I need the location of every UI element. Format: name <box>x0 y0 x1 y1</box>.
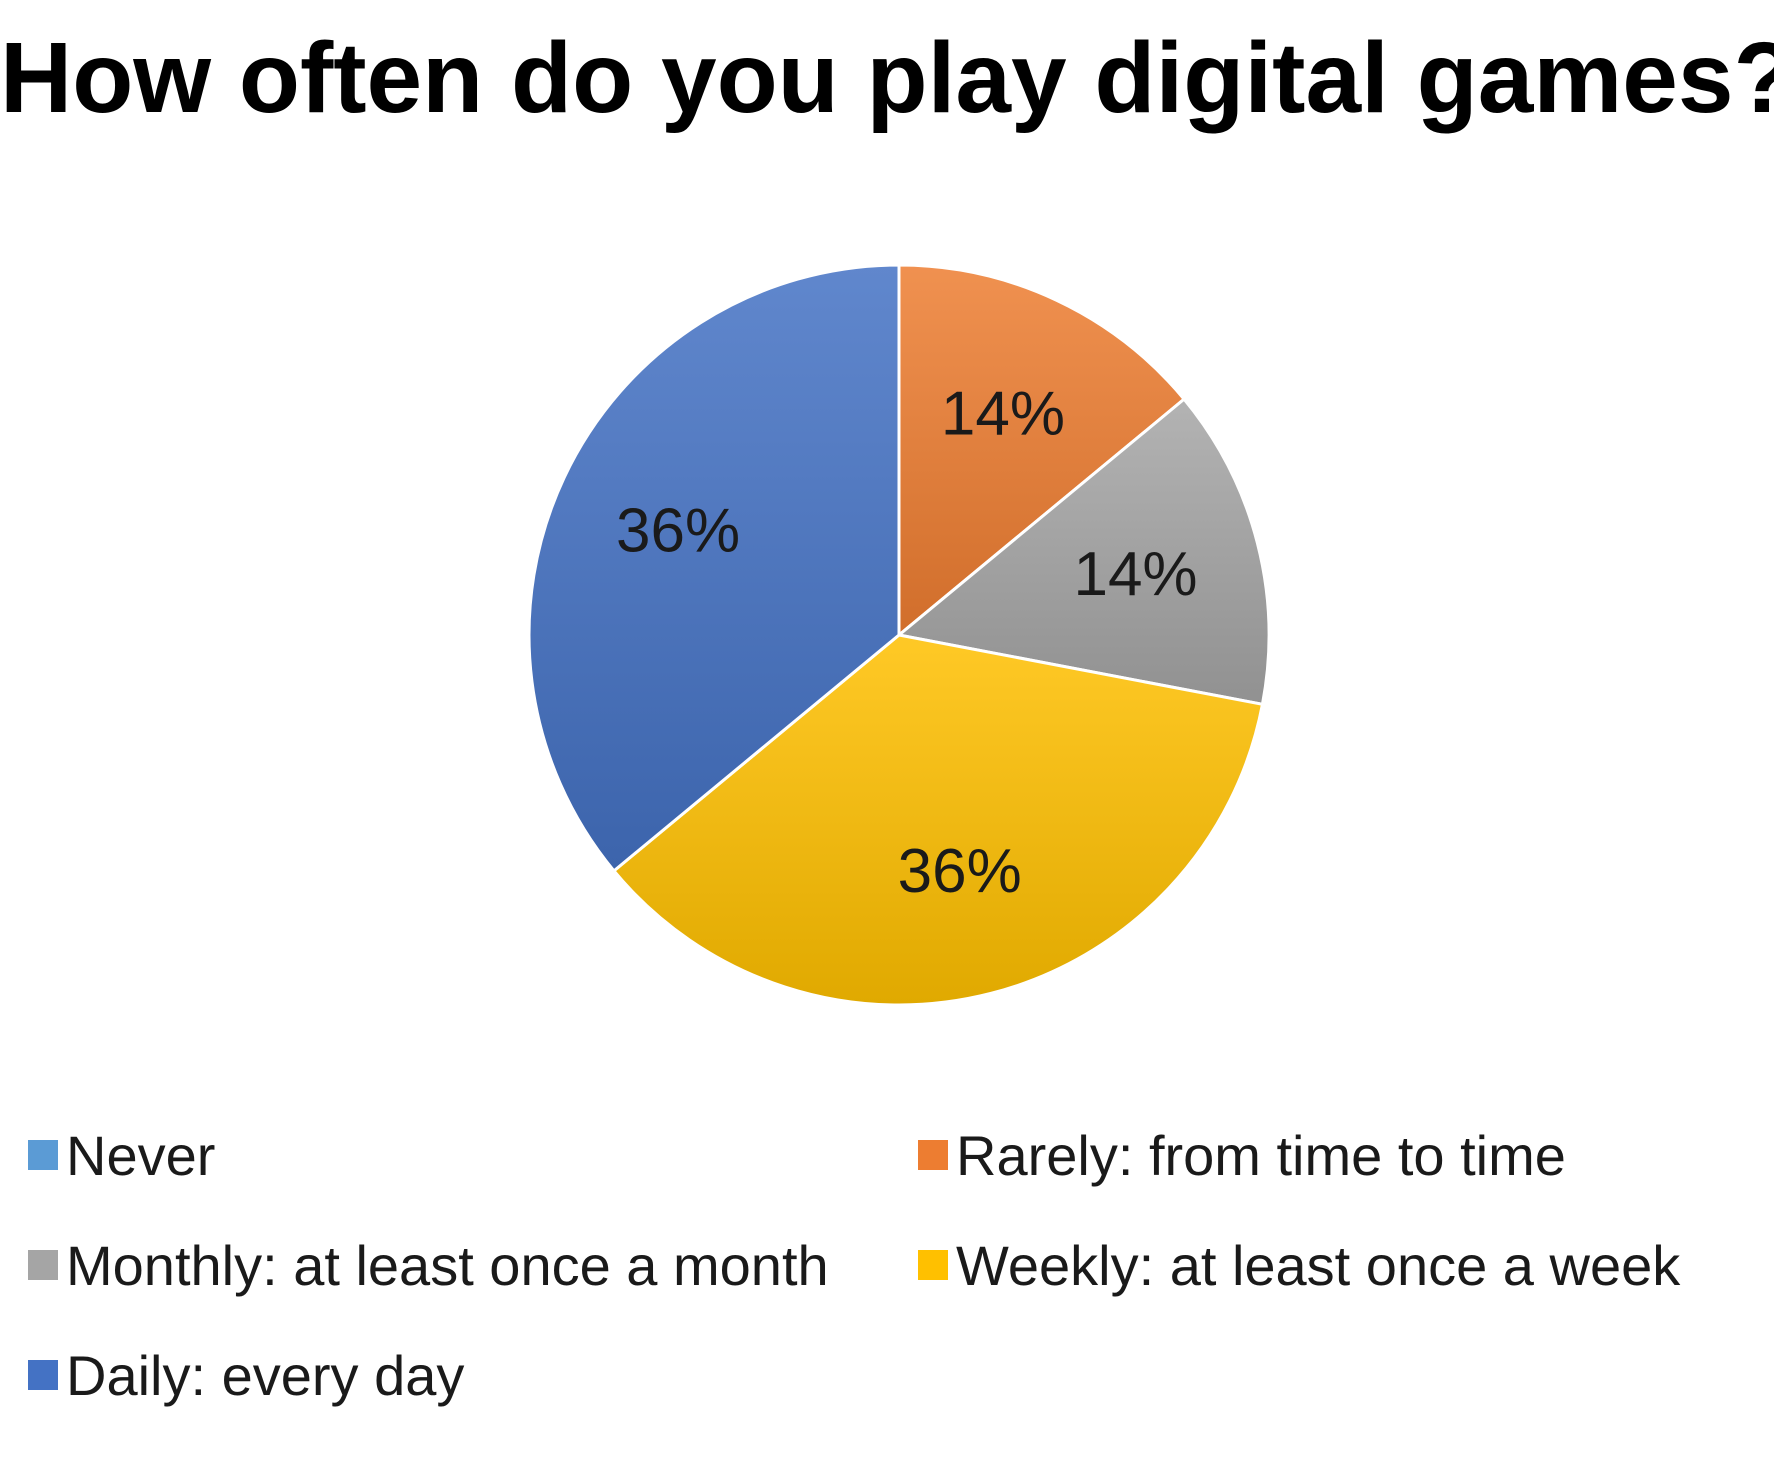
legend-swatch-2 <box>28 1250 58 1280</box>
pie-slice-2 <box>895 397 1271 707</box>
legend-swatch-4 <box>28 1360 58 1390</box>
pie-slice-1 <box>897 263 1187 639</box>
legend-item-3: Weekly: at least once a week <box>918 1225 1680 1305</box>
legend-label-0: Never <box>66 1123 216 1187</box>
data-label-4: 36% <box>616 497 740 566</box>
chart-title: How often do you play digital games? <box>0 22 1774 134</box>
legend-swatch-3 <box>918 1250 948 1280</box>
data-label-1: 14% <box>941 380 1065 449</box>
legend-item-1: Rarely: from time to time <box>918 1115 1566 1195</box>
legend-item-0: Never <box>28 1115 215 1195</box>
legend-label-3: Weekly: at least once a week <box>956 1233 1681 1297</box>
pie-slice-4 <box>527 263 901 873</box>
legend-label-2: Monthly: at least once a month <box>66 1233 829 1297</box>
legend-label-4: Daily: every day <box>66 1343 465 1407</box>
pie-slice-3 <box>611 633 1265 1007</box>
data-label-3: 36% <box>898 837 1022 906</box>
legend-label-1: Rarely: from time to time <box>956 1123 1566 1187</box>
pie-labels: 14% 14% 36% 36% <box>616 380 1198 906</box>
legend-swatch-1 <box>918 1140 948 1170</box>
legend-item-2: Monthly: at least once a month <box>28 1225 829 1305</box>
legend-swatch-0 <box>28 1140 58 1170</box>
pie-slices <box>527 263 1271 1007</box>
legend-item-4: Daily: every day <box>28 1335 464 1415</box>
data-label-2: 14% <box>1073 540 1197 609</box>
